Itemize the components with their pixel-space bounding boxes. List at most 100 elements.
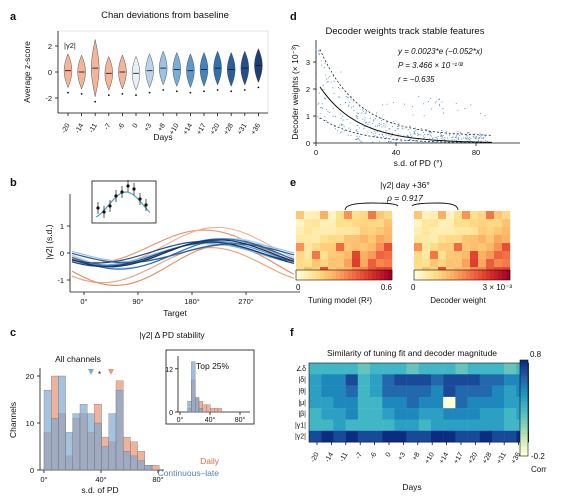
panel-a-outlier xyxy=(94,100,97,103)
panel-f-heatmap xyxy=(308,362,529,443)
panel-d-point xyxy=(474,137,476,140)
panel-e-heat-cell-decoder xyxy=(446,227,455,236)
panel-e-heat-cell-tuning xyxy=(352,211,361,220)
panel-e-heat-cell-tuning xyxy=(312,211,321,220)
panel-d-point xyxy=(357,138,360,140)
panel-d-point xyxy=(329,76,331,78)
panel-f-heat-cell xyxy=(333,430,346,443)
panel-d-xtick-label: 40 xyxy=(392,148,400,157)
panel-f-heat-cell xyxy=(443,385,456,398)
panel-d-point xyxy=(474,136,476,138)
panel-a-outlier xyxy=(148,91,151,94)
panel-a-outlier xyxy=(121,93,124,95)
panel-d-point xyxy=(474,133,476,135)
panel-letter-c: c xyxy=(10,327,16,339)
panel-e-heat-cell-decoder xyxy=(478,219,487,228)
panel-f-heat-cell xyxy=(504,419,517,431)
panel-e-heat-cell-decoder xyxy=(454,227,463,236)
panel-d-point xyxy=(376,112,378,114)
panel-d-point xyxy=(449,133,451,136)
panel-d-point xyxy=(456,134,458,136)
panel-d-point xyxy=(362,108,364,110)
panel-d-point xyxy=(426,128,428,130)
panel-a-xtick-label: +10 xyxy=(169,122,181,136)
panel-a-outlier xyxy=(243,89,246,91)
panel-d-point xyxy=(480,136,482,138)
panel-b-inset xyxy=(91,180,157,224)
panel-f-heat-cell xyxy=(431,363,444,375)
panel-d-point xyxy=(468,132,470,134)
panel-d-point xyxy=(424,133,426,135)
panel-d-point xyxy=(427,134,429,136)
panel-f-heat-cell xyxy=(455,419,468,431)
panel-d-yticks: 0 1 2 3 xyxy=(306,58,316,148)
panel-d-point xyxy=(428,132,430,134)
panel-e-heat-cell-tuning xyxy=(312,251,321,260)
panel-f-cbar-swatch xyxy=(520,366,528,370)
panel-c-ylabel: Channels xyxy=(8,402,18,438)
panel-d-point xyxy=(470,104,472,106)
panel-f-heat-cell xyxy=(370,430,383,443)
panel-d-point xyxy=(441,101,443,103)
panel-c-bar-late xyxy=(94,422,102,471)
panel-f-heat-cell xyxy=(345,363,358,375)
panel-f-heat-cell xyxy=(492,374,505,386)
panel-c-legend-daily: Daily xyxy=(200,456,220,466)
panel-d-point xyxy=(417,139,420,141)
panel-d-point xyxy=(362,118,364,120)
panel-f-heat-cell xyxy=(394,385,407,398)
panel-f-heat-cell xyxy=(345,408,358,420)
panel-f-heat-cell xyxy=(309,374,322,386)
panel-f-cbar-swatch xyxy=(520,417,528,421)
panel-e-heat-cell-tuning xyxy=(384,243,393,252)
panel-d-point xyxy=(396,137,398,139)
panel-e-heat-cell-tuning xyxy=(328,211,337,220)
panel-f-heat-cell xyxy=(394,363,407,375)
panel-e-heat-cell-tuning xyxy=(328,251,337,260)
panel-a-outlier xyxy=(67,91,69,94)
panel-b-xtick-label: 0° xyxy=(80,297,87,306)
panel-d-point xyxy=(410,139,412,141)
panel-e-heat-cell-tuning xyxy=(304,227,313,236)
panel-e-heat-cell-tuning xyxy=(368,211,377,220)
panel-d-point xyxy=(464,108,466,110)
panel-d-point xyxy=(365,112,367,114)
panel-f-cbar-swatch xyxy=(520,440,528,444)
panel-f-heat-cell xyxy=(418,374,432,386)
panel-f-cbar-swatch xyxy=(520,379,528,383)
panel-d-point xyxy=(412,114,414,116)
panel-e-cbar2-swatch xyxy=(502,270,507,280)
panel-e-cbar1-swatch xyxy=(380,270,385,280)
panel-f-row-label: |μ| xyxy=(298,400,306,407)
panel-e-heat-cell-tuning xyxy=(360,235,369,244)
panel-c-inset-bar-late xyxy=(191,361,196,413)
panel-e-heat-cell-tuning xyxy=(344,219,353,228)
panel-f-heat-cell xyxy=(321,385,334,398)
panel-a-xtick-label: -20 xyxy=(61,122,72,134)
panel-e-cbar2-swatch xyxy=(450,270,455,280)
panel-f-heat-cell xyxy=(370,396,383,409)
panel-e-cbar2-swatch xyxy=(418,270,423,280)
panel-e-cbar1-swatch xyxy=(352,270,357,280)
panel-d-point xyxy=(328,111,330,113)
panel-b-tuning-curve xyxy=(71,238,295,270)
panel-e-cbar1-swatch xyxy=(340,270,345,280)
panel-d-point xyxy=(318,92,320,94)
panel-f-heat-cell xyxy=(455,430,468,443)
panel-f-heat-cell xyxy=(321,419,334,431)
panel-f-heat-cell xyxy=(406,408,419,420)
panel-a-xtick-label: -14 xyxy=(74,122,85,134)
panel-f-heat-cell xyxy=(492,408,505,420)
panel-d-point xyxy=(378,133,381,135)
panel-letter-b: b xyxy=(10,177,17,189)
panel-e-heat-cell-tuning xyxy=(328,227,337,236)
panel-d-point xyxy=(374,118,377,120)
panel-d-point xyxy=(321,103,323,105)
panel-c-inset-bars: 0 12 0° 40° 80° xyxy=(165,361,245,424)
panel-a-xtick-label: -6 xyxy=(117,122,126,131)
panel-d-point xyxy=(378,125,381,127)
panel-d-point xyxy=(324,116,326,118)
panel-d-point xyxy=(318,102,320,104)
panel-d-point xyxy=(316,89,318,91)
panel-c-inset-xtick-label: 40° xyxy=(205,416,216,424)
